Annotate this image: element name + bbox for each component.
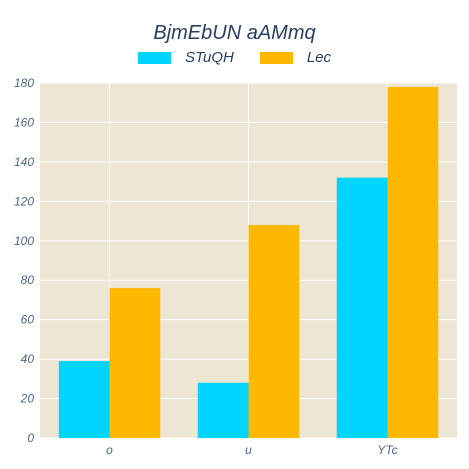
bar-Lec-YTc (387, 86, 439, 438)
bar-STuQH-u (197, 382, 249, 438)
bar-Lec-o (109, 288, 161, 438)
legend-swatch-series-1 (137, 51, 171, 64)
legend-label-series-2: Lec (306, 49, 332, 66)
legend-item-series-2[interactable]: Lec (259, 49, 332, 66)
bar-Lec-u (248, 225, 300, 438)
legend-label-series-1: STuQH (184, 49, 234, 66)
y-tick-label: 180 (14, 76, 34, 90)
y-tick-label: 0 (27, 431, 34, 445)
y-tick-label: 80 (21, 273, 35, 287)
y-tick-label: 100 (14, 234, 34, 248)
y-tick-label: 40 (21, 352, 35, 366)
bar-STuQH-YTc (336, 177, 388, 438)
x-tick-label: YTc (377, 443, 397, 457)
y-tick-label: 60 (21, 313, 35, 327)
legend: STuQH Lec (0, 49, 469, 66)
x-tick-label: o (106, 443, 113, 457)
y-tick-label: 140 (14, 155, 34, 169)
bar-STuQH-o (58, 361, 110, 438)
y-tick-label: 160 (14, 115, 34, 129)
legend-item-series-1[interactable]: STuQH (137, 49, 234, 66)
legend-swatch-series-2 (259, 51, 293, 64)
chart-title: BjmEbUN aAMmq (153, 22, 316, 44)
x-tick-label: u (245, 443, 252, 457)
y-tick-label: 20 (20, 392, 35, 406)
y-tick-label: 120 (14, 194, 34, 208)
